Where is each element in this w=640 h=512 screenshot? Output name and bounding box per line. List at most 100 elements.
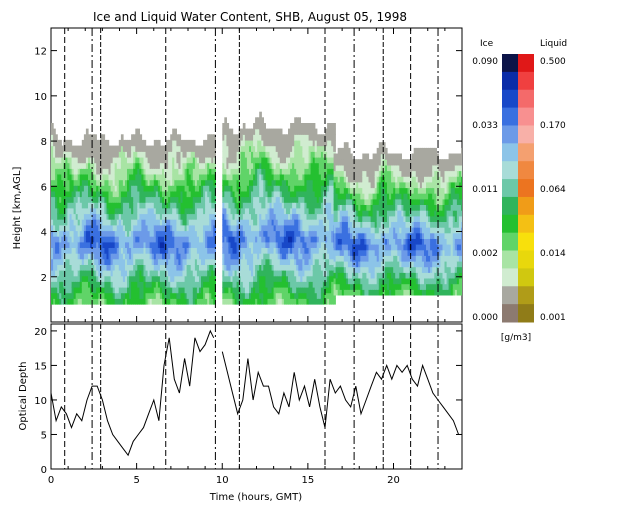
heatmap-cell [106, 247, 110, 254]
heatmap-cell [71, 202, 75, 209]
heatmap-cell [178, 281, 182, 288]
heatmap-cell [196, 253, 200, 260]
heatmap-cell [151, 258, 155, 265]
heatmap-cell [283, 162, 287, 169]
heatmap-cell [98, 298, 101, 305]
heatmap-cell [242, 168, 246, 175]
heatmap-cell [151, 213, 155, 220]
heatmap-cell [83, 230, 87, 237]
heatmap-cell [316, 247, 320, 254]
heatmap-cell [88, 179, 91, 186]
heatmap-cell [55, 139, 58, 147]
heatmap-cell [312, 139, 316, 147]
heatmap-cell [79, 168, 83, 175]
heatmap-cell [120, 156, 124, 164]
heatmap-cell [102, 292, 106, 299]
heatmap-cell [399, 232, 402, 239]
heatmap-cell [269, 298, 273, 305]
heatmap-cell [196, 270, 200, 277]
heatmap-cell [290, 224, 293, 232]
heatmap-cell [263, 230, 266, 237]
heatmap-cell [244, 185, 248, 192]
heatmap-cell [240, 241, 244, 248]
heatmap-cell [362, 227, 365, 234]
heatmap-cell [90, 224, 93, 232]
heatmap-cell [255, 185, 258, 192]
heatmap-cell [335, 249, 339, 256]
heatmap-cell [257, 219, 260, 226]
heatmap-cell [168, 207, 171, 215]
heatmap-cell [125, 270, 128, 277]
heatmap-cell [374, 164, 378, 172]
heatmap-cell [205, 185, 208, 192]
heatmap-cell [341, 289, 345, 296]
heatmap-cell [129, 145, 132, 152]
heatmap-cell [403, 170, 407, 177]
heatmap-cell [246, 247, 250, 254]
heatmap-cell [170, 275, 173, 282]
heatmap-cell [322, 292, 326, 299]
heatmap-cell [122, 247, 126, 254]
heatmap-cell [133, 298, 136, 305]
heatmap-cell [292, 264, 295, 271]
heatmap-cell [296, 123, 299, 130]
heatmap-cell [67, 241, 71, 248]
heatmap-cell [192, 247, 196, 254]
heatmap-cell [395, 204, 398, 211]
heatmap-cell [234, 298, 238, 305]
heatmap-cell [308, 286, 312, 294]
heatmap-cell [65, 270, 69, 277]
heatmap-cell [182, 207, 186, 215]
heatmap-cell [106, 224, 110, 232]
heatmap-cell [343, 181, 347, 189]
heatmap-cell [378, 255, 382, 262]
heatmap-cell [133, 219, 136, 226]
heatmap-cell [380, 187, 384, 194]
heatmap-cell [57, 213, 60, 220]
heatmap-cell [329, 128, 332, 135]
heatmap-cell [178, 190, 182, 198]
heatmap-cell [209, 224, 212, 232]
heatmap-cell [314, 145, 318, 152]
heatmap-cell [300, 270, 303, 277]
heatmap-cell [147, 213, 151, 220]
heatmap-cell [352, 159, 355, 166]
heatmap-cell [125, 224, 128, 232]
heatmap-cell [275, 139, 279, 147]
heatmap-cell [286, 275, 289, 282]
heatmap-cell [271, 196, 275, 203]
heatmap-cell [69, 190, 73, 198]
heatmap-cell [277, 190, 281, 198]
heatmap-cell [176, 162, 180, 169]
heatmap-cell [190, 168, 194, 175]
heatmap-cell [300, 253, 303, 260]
heatmap-cell [81, 202, 85, 209]
heatmap-cell [176, 224, 180, 232]
heatmap-cell [320, 264, 324, 271]
heatmap-cell [201, 196, 204, 203]
heatmap-cell [205, 145, 208, 152]
heatmap-cell [277, 173, 281, 181]
heatmap-cell [251, 264, 254, 271]
heatmap-cell [166, 241, 169, 248]
heatmap-cell [257, 230, 260, 237]
heatmap-cell [131, 151, 134, 158]
heatmap-cell [318, 185, 322, 192]
heatmap-cell [320, 286, 324, 294]
heatmap-cell [102, 298, 106, 305]
heatmap-cell [354, 215, 357, 222]
heatmap-cell [298, 213, 301, 220]
heatmap-cell [360, 204, 363, 211]
heatmap-cell [172, 156, 175, 164]
heatmap-cell [73, 196, 77, 203]
heatmap-cell [290, 253, 293, 260]
heatmap-cell [316, 139, 320, 147]
heatmap-cell [133, 207, 136, 215]
heatmap-cell [61, 281, 64, 288]
heatmap-cell [139, 230, 143, 237]
heatmap-cell [281, 162, 285, 169]
heatmap-cell [374, 283, 378, 290]
heatmap-cell [67, 213, 71, 220]
heatmap-cell [364, 289, 368, 296]
heatmap-cell [308, 156, 312, 164]
